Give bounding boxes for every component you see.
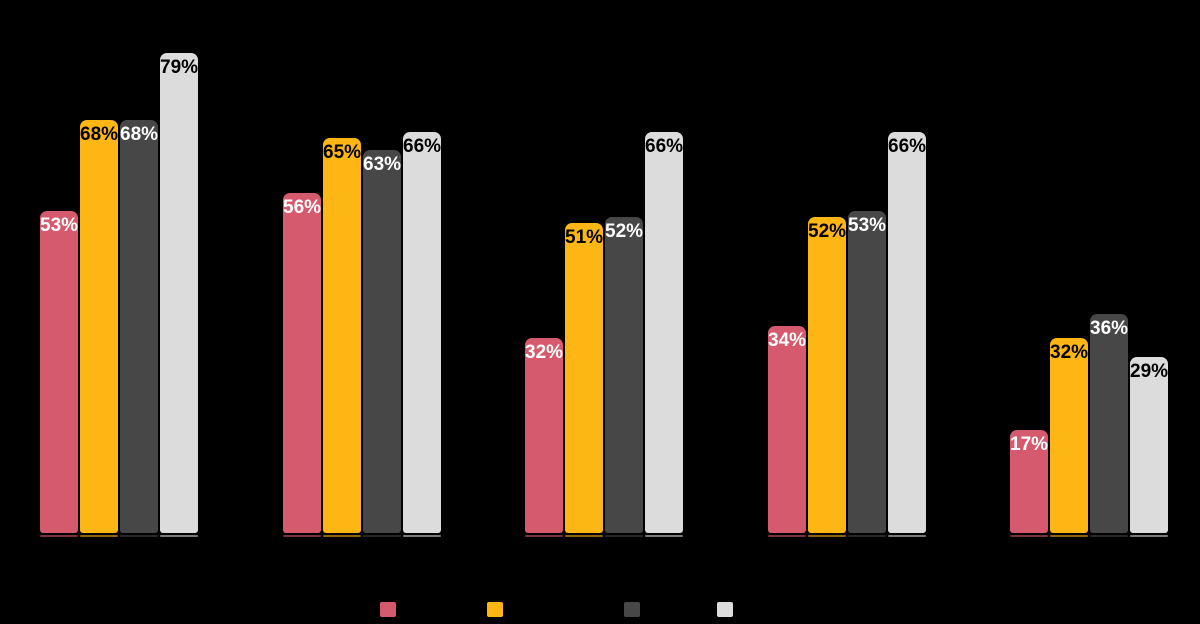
bar-value-label: 17% [1010,434,1049,455]
bar-series-2-amber-group-3: 51% [565,223,603,533]
bar-baseline-tick [848,535,886,537]
bar-series-1-rose-group-1: 53% [40,211,78,533]
bar-baseline-tick [160,535,198,537]
bar-baseline-tick [283,535,321,537]
bar-value-label: 56% [283,197,322,218]
bar-series-3-dark-gray-group-5: 36% [1090,314,1128,533]
bar-series-1-rose-group-2: 56% [283,193,321,533]
bar-value-label: 66% [645,136,684,157]
bar-baseline-tick [120,535,158,537]
bar-value-label: 52% [605,221,644,242]
bar-series-4-light-gray-group-4: 66% [888,132,926,533]
bar-series-2-amber-group-4: 52% [808,217,846,533]
bar-value-label: 32% [1050,342,1089,363]
bar-value-label: 53% [848,215,887,236]
bar-value-label: 29% [1130,361,1169,382]
bar-baseline-tick [808,535,846,537]
bar-value-label: 32% [525,342,564,363]
bar-baseline-tick [1090,535,1128,537]
bar-baseline-tick [1130,535,1168,537]
bar-value-label: 68% [120,124,159,145]
bar-series-3-dark-gray-group-2: 63% [363,150,401,533]
bar-value-label: 36% [1090,318,1129,339]
bar-series-3-dark-gray-group-4: 53% [848,211,886,533]
bar-series-2-amber-group-1: 68% [80,120,118,533]
bar-series-2-amber-group-2: 65% [323,138,361,533]
bar-baseline-tick [645,535,683,537]
bar-baseline-tick [768,535,806,537]
bar-baseline-tick [1010,535,1048,537]
bar-baseline-tick [565,535,603,537]
bar-baseline-tick [80,535,118,537]
bar-value-label: 53% [40,215,79,236]
bar-series-4-light-gray-group-3: 66% [645,132,683,533]
bar-value-label: 66% [888,136,927,157]
bar-value-label: 66% [403,136,442,157]
bar-value-label: 52% [808,221,847,242]
bar-baseline-tick [605,535,643,537]
bar-baseline-tick [403,535,441,537]
bar-value-label: 51% [565,227,604,248]
bar-series-1-rose-group-4: 34% [768,326,806,533]
bar-value-label: 68% [80,124,119,145]
bar-series-2-amber-group-5: 32% [1050,338,1088,533]
bar-value-label: 79% [160,57,199,78]
bar-value-label: 34% [768,330,807,351]
bar-baseline-tick [363,535,401,537]
bar-baseline-tick [1050,535,1088,537]
bar-series-1-rose-group-3: 32% [525,338,563,533]
bar-series-4-light-gray-group-5: 29% [1130,357,1168,533]
bar-baseline-tick [323,535,361,537]
bar-baseline-tick [525,535,563,537]
bar-baseline-tick [40,535,78,537]
bar-series-3-dark-gray-group-1: 68% [120,120,158,533]
bar-value-label: 63% [363,154,402,175]
bar-value-label: 65% [323,142,362,163]
bar-series-1-rose-group-5: 17% [1010,430,1048,533]
bar-series-3-dark-gray-group-3: 52% [605,217,643,533]
bar-baseline-tick [888,535,926,537]
bar-series-4-light-gray-group-1: 79% [160,53,198,533]
bar-series-4-light-gray-group-2: 66% [403,132,441,533]
